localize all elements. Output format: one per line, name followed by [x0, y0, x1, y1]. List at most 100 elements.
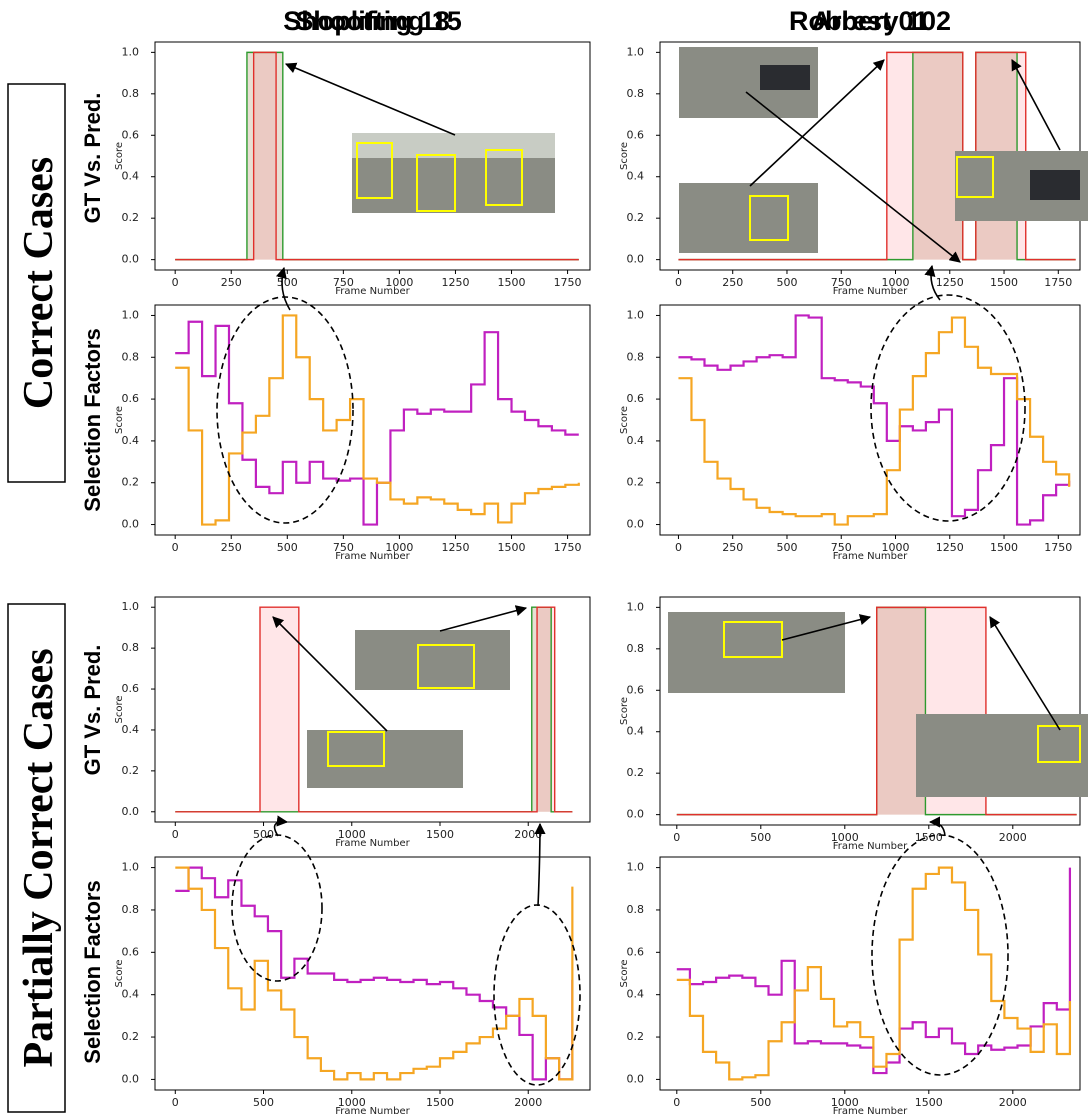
- x-tick-label: 2000: [514, 828, 542, 841]
- y-axis-label: Score: [114, 142, 125, 170]
- x-tick-label: 1500: [915, 1096, 943, 1109]
- x-tick-label: 0: [172, 276, 179, 289]
- y-tick-label: 0.4: [627, 434, 645, 447]
- plot-area: [660, 857, 1080, 1090]
- y-tick-label: 0.6: [122, 682, 140, 695]
- y-tick-label: 0.2: [627, 211, 645, 224]
- x-tick-label: 250: [722, 541, 743, 554]
- y-tick-label: 0.0: [627, 253, 645, 266]
- y-tick-label: 0.2: [122, 476, 140, 489]
- arrow: [275, 822, 287, 836]
- y-tick-label: 0.6: [627, 392, 645, 405]
- x-tick-label: 1500: [498, 276, 526, 289]
- x-axis-label: Frame Number: [335, 1106, 410, 1116]
- panel-label: GT Vs. Pred.: [80, 93, 105, 224]
- x-axis-label: Frame Number: [335, 286, 410, 297]
- y-tick-label: 0.6: [122, 945, 140, 958]
- x-tick-label: 1500: [498, 541, 526, 554]
- y-tick-label: 0.8: [627, 903, 645, 916]
- plot-area: [155, 857, 590, 1090]
- y-axis-label: Score: [114, 406, 125, 434]
- x-tick-label: 2000: [999, 831, 1027, 844]
- frame-image: [668, 612, 845, 693]
- y-tick-label: 1.0: [122, 861, 140, 874]
- y-tick-label: 1.0: [627, 45, 645, 58]
- x-tick-label: 500: [776, 541, 797, 554]
- chart-title: Arrest 01: [811, 6, 928, 36]
- plots: Shooting 180.00.20.40.60.81.002505007501…: [114, 6, 1080, 1116]
- y-tick-label: 0.6: [627, 128, 645, 141]
- x-tick-label: 0: [673, 831, 680, 844]
- x-tick-label: 1250: [936, 276, 964, 289]
- x-tick-label: 0: [172, 828, 179, 841]
- y-tick-label: 0.2: [627, 476, 645, 489]
- x-tick-label: 0: [172, 541, 179, 554]
- x-tick-label: 1750: [1044, 541, 1072, 554]
- x-axis-label: Frame Number: [833, 1106, 908, 1116]
- y-tick-label: 0.4: [122, 988, 140, 1001]
- x-tick-label: 1500: [915, 831, 943, 844]
- y-tick-label: 0.6: [627, 945, 645, 958]
- y-tick-label: 0.6: [627, 683, 645, 696]
- x-axis-label: Frame Number: [833, 551, 908, 562]
- y-tick-label: 0.8: [627, 350, 645, 363]
- y-axis-label: Score: [619, 697, 630, 725]
- x-tick-label: 1500: [426, 828, 454, 841]
- y-tick-label: 0.2: [122, 1030, 140, 1043]
- y-tick-label: 1.0: [627, 308, 645, 321]
- x-tick-label: 0: [675, 276, 682, 289]
- panel-label: Selection Factors: [80, 328, 105, 511]
- x-tick-label: 0: [675, 541, 682, 554]
- y-tick-label: 0.8: [122, 903, 140, 916]
- y-tick-label: 0.8: [122, 350, 140, 363]
- y-tick-label: 0.0: [627, 808, 645, 821]
- y-tick-label: 0.4: [122, 434, 140, 447]
- frame-image: [355, 630, 510, 690]
- y-tick-label: 0.2: [122, 211, 140, 224]
- x-tick-label: 1750: [554, 541, 582, 554]
- y-tick-label: 0.8: [122, 641, 140, 654]
- y-tick-label: 1.0: [122, 308, 140, 321]
- y-tick-label: 0.0: [627, 518, 645, 531]
- y-tick-label: 1.0: [122, 45, 140, 58]
- y-tick-label: 1.0: [122, 600, 140, 613]
- y-tick-label: 0.0: [122, 518, 140, 531]
- y-tick-label: 0.4: [627, 988, 645, 1001]
- y-tick-label: 0.0: [122, 1072, 140, 1085]
- x-tick-label: 2000: [999, 1096, 1027, 1109]
- x-tick-label: 500: [277, 541, 298, 554]
- x-tick-label: 500: [253, 1096, 274, 1109]
- row-label: Correct Cases: [16, 157, 62, 409]
- y-tick-label: 0.6: [122, 392, 140, 405]
- x-tick-label: 0: [673, 1096, 680, 1109]
- y-tick-label: 1.0: [627, 600, 645, 613]
- y-tick-label: 0.8: [122, 87, 140, 100]
- x-tick-label: 250: [221, 541, 242, 554]
- y-tick-label: 0.8: [627, 642, 645, 655]
- image-detail: [1030, 170, 1080, 200]
- x-tick-label: 500: [253, 828, 274, 841]
- y-axis-label: Score: [619, 406, 630, 434]
- x-tick-label: 500: [750, 1096, 771, 1109]
- x-tick-label: 1500: [426, 1096, 454, 1109]
- x-tick-label: 0: [172, 1096, 179, 1109]
- chart-title: Shoplifting 15: [283, 6, 462, 36]
- x-tick-label: 1500: [990, 276, 1018, 289]
- y-axis-label: Score: [619, 959, 630, 987]
- subplot: 0.00.20.40.60.81.00500100015002000Frame …: [619, 857, 1080, 1116]
- x-tick-label: 250: [722, 276, 743, 289]
- y-tick-label: 0.4: [122, 170, 140, 183]
- x-axis-label: Frame Number: [833, 841, 908, 852]
- y-tick-label: 0.0: [122, 805, 140, 818]
- arrow: [282, 268, 290, 310]
- x-tick-label: 500: [750, 831, 771, 844]
- y-axis-label: Score: [114, 959, 125, 987]
- x-tick-label: 1250: [441, 276, 469, 289]
- y-tick-label: 0.0: [627, 1072, 645, 1085]
- x-tick-label: 500: [277, 276, 298, 289]
- page: Correct Cases Partially Correct Cases GT…: [0, 0, 1089, 1116]
- x-tick-label: 250: [221, 276, 242, 289]
- y-tick-label: 0.2: [122, 764, 140, 777]
- y-tick-label: 0.8: [627, 87, 645, 100]
- x-tick-label: 1250: [936, 541, 964, 554]
